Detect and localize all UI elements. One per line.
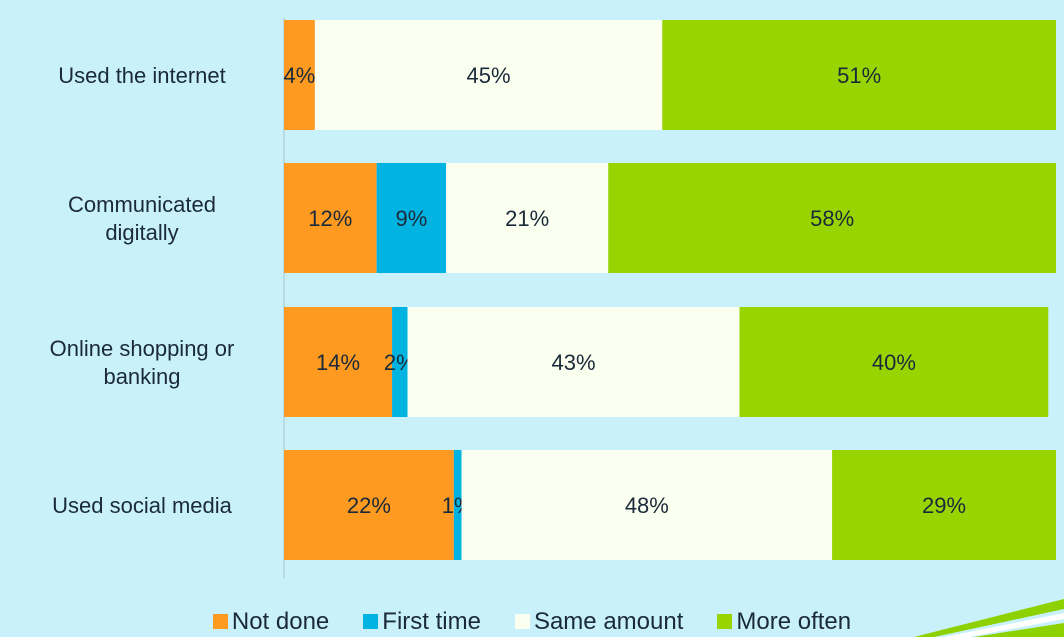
data-label: 21% bbox=[505, 206, 549, 231]
bar-segment bbox=[407, 307, 740, 417]
bar-segment bbox=[446, 163, 609, 273]
data-label: 29% bbox=[922, 493, 966, 518]
bar-segment bbox=[461, 450, 833, 560]
bar-segment bbox=[314, 20, 663, 130]
data-label: 4% bbox=[284, 63, 316, 88]
category-label: Online shopping or banking bbox=[50, 336, 235, 389]
category-label: Used the internet bbox=[58, 63, 226, 88]
legend-label: More often bbox=[736, 607, 852, 635]
legend-item: Same amount bbox=[514, 607, 684, 636]
legend-item: More often bbox=[717, 608, 851, 636]
bar-segment bbox=[284, 163, 377, 273]
legend: Not done First time Same amount More often bbox=[0, 606, 1064, 637]
bar-segment bbox=[284, 307, 393, 417]
legend-item: Not done bbox=[212, 607, 330, 636]
bar-segment bbox=[284, 450, 454, 560]
legend-swatch bbox=[717, 614, 733, 629]
bar-segment bbox=[376, 163, 447, 273]
legend-swatch bbox=[514, 614, 530, 629]
bar-segment bbox=[832, 450, 1056, 560]
legend-swatch bbox=[212, 614, 228, 629]
data-label: 12% bbox=[308, 206, 352, 231]
legend-label: Not done bbox=[231, 607, 330, 635]
corner-stripe-decoration bbox=[914, 599, 1064, 637]
legend-label: First time bbox=[382, 607, 481, 635]
data-label: 22% bbox=[347, 493, 391, 518]
data-label: 9% bbox=[395, 206, 427, 231]
bar-segment bbox=[284, 20, 315, 130]
data-label: 48% bbox=[625, 493, 669, 518]
legend-item: First time bbox=[363, 608, 481, 636]
bar-segment bbox=[662, 20, 1056, 130]
data-label: 45% bbox=[467, 63, 511, 88]
bar-segment bbox=[453, 450, 462, 560]
data-label: 40% bbox=[872, 350, 916, 375]
category-label: Communicated digitally bbox=[68, 192, 216, 245]
legend-swatch bbox=[363, 614, 379, 629]
category-label: Used social media bbox=[52, 493, 233, 518]
bar-segment bbox=[392, 307, 408, 417]
legend-label: Same amount bbox=[533, 607, 684, 635]
bar-segment bbox=[608, 163, 1056, 273]
data-label: 51% bbox=[837, 63, 881, 88]
data-label: 14% bbox=[316, 350, 360, 375]
data-label: 58% bbox=[810, 206, 854, 231]
data-label: 43% bbox=[551, 350, 595, 375]
bar-segment bbox=[739, 307, 1049, 417]
